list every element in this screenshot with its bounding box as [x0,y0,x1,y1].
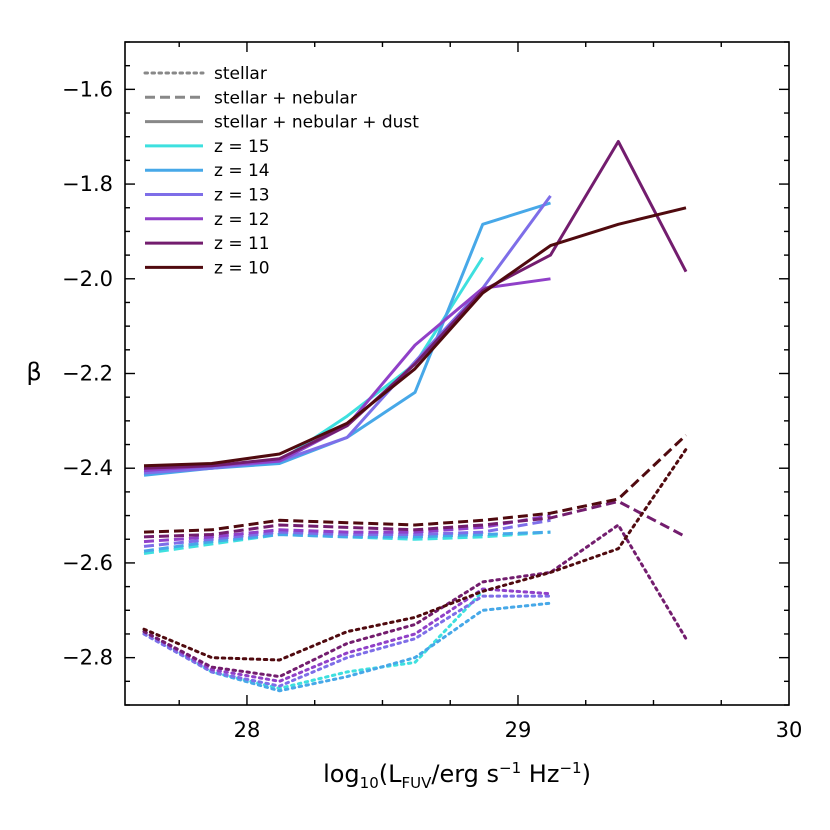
series-z=12-stellar-line [142,587,552,683]
legend-label: stellar + nebular [214,88,357,108]
x-tick-label: 30 [776,718,803,742]
series-z=11-dust-line [143,140,688,470]
x-tick-label: 29 [505,718,532,742]
x-axis-label: log10(LFUV/erg s−1 Hz−1) [323,759,591,792]
x-label-hz: Hz [521,760,559,788]
legend-label: z = 10 [214,258,270,278]
series-layer [142,140,688,693]
legend-label: z = 15 [214,137,270,157]
x-label-exp-2: −1 [559,759,581,777]
x-label-open: (L [379,760,402,788]
x-label-fuv-subscript: FUV [401,774,432,792]
legend-label: z = 13 [214,186,270,206]
series-z=10-stellar-line [142,447,688,662]
y-tick-label: −2.4 [62,456,113,480]
series-z=10-dust-line [143,206,687,468]
legend-label: stellar + nebular + dust [214,113,419,133]
series-z=11-stellar-line [142,523,688,679]
series-z=12-nebular-line [143,514,551,544]
series-z=14-nebular-line [143,530,551,553]
x-label-close: ) [582,760,591,788]
x-label-log: log [323,760,360,788]
y-axis-label: β [26,358,41,386]
legend: stellar stellar + nebular stellar + nebula… [143,64,419,278]
series-z=13-stellar-line [142,594,552,688]
x-label-unit: /erg s [431,760,499,788]
y-tick-label: −2.8 [62,646,113,670]
y-tick-label: −2.0 [62,267,113,291]
tick-layer: 28 29 30 −2.8 −2.6 −2.4 −2.2 −2.0 −1.8 −1.6 [62,41,803,742]
legend-label: z = 11 [214,234,270,254]
legend-label: stellar [214,64,267,84]
legend-label: z = 12 [214,210,270,230]
y-tick-label: −2.6 [62,551,113,575]
x-label-exp-1: −1 [499,759,521,777]
y-tick-label: −1.8 [62,172,113,196]
x-label-log-subscript: 10 [360,774,379,792]
x-tick-label: 28 [234,718,261,742]
legend-label: z = 14 [214,161,270,181]
y-tick-label: −1.6 [62,77,113,101]
series-z=10-nebular-line [143,434,688,534]
series-z=11-nebular-line [143,499,687,539]
y-tick-label: −2.2 [62,362,113,386]
series-z=13-nebular-line [143,518,551,548]
